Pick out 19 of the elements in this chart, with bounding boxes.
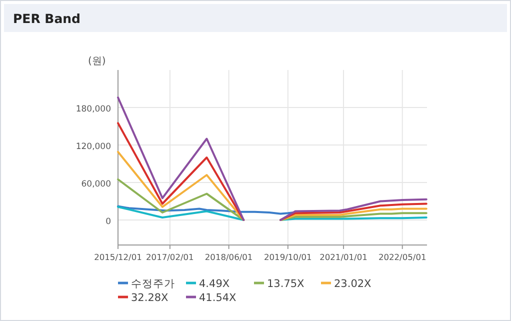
x-tick-label: 2018/06/01 <box>204 252 253 262</box>
legend-label: 41.54X <box>199 292 236 304</box>
y-tick-label: 180,000 <box>76 104 111 114</box>
y-tick-label: 120,000 <box>76 142 111 152</box>
legend-label: 수정주가 <box>131 278 175 290</box>
y-tick-label: 0 <box>106 217 111 227</box>
y-axis-title: (원) <box>88 56 106 67</box>
x-tick-label: 2021/01/01 <box>320 252 368 262</box>
line-series <box>117 205 294 215</box>
x-tick-label: 2015/12/01 <box>94 252 142 262</box>
x-tick-label: 2022/05/01 <box>378 252 426 262</box>
legend-label: 23.02X <box>334 278 372 290</box>
y-tick-label: 60,000 <box>81 180 111 190</box>
chart-title: PER Band <box>13 11 80 26</box>
x-tick-label: 2019/10/01 <box>264 252 312 262</box>
legend-label: 32.28X <box>131 292 168 304</box>
legend-label: 13.75X <box>267 278 304 290</box>
legend-label: 4.49X <box>199 278 230 290</box>
x-tick-label: 2017/02/01 <box>146 252 194 262</box>
